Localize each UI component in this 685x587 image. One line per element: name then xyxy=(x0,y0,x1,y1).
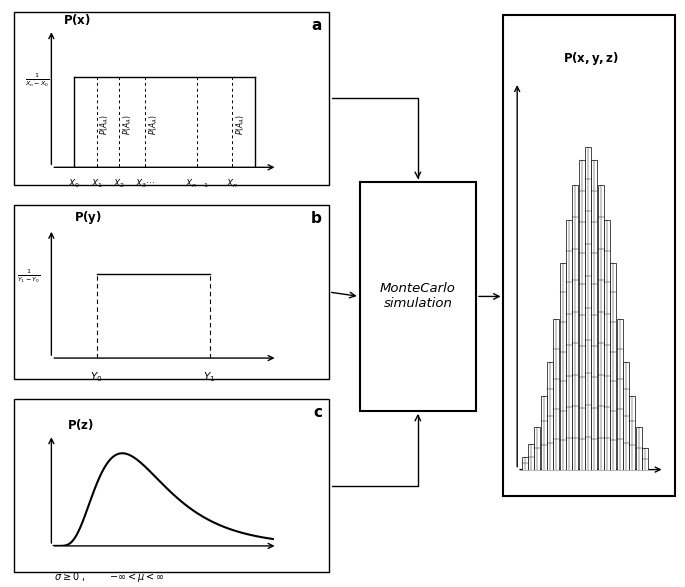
Text: $X_2$: $X_2$ xyxy=(113,178,125,190)
Bar xyxy=(521,457,527,470)
Bar xyxy=(14,205,329,379)
Text: $P(A_{A})$: $P(A_{A})$ xyxy=(121,113,134,134)
Text: $X_{n-1}$: $X_{n-1}$ xyxy=(185,178,209,190)
Text: $\mathbf{P(z)}$: $\mathbf{P(z)}$ xyxy=(67,417,95,432)
Text: $Y_0$: $Y_0$ xyxy=(90,370,103,384)
Text: $Y_1$: $Y_1$ xyxy=(203,370,216,384)
Text: $P(A_{A})$: $P(A_{A})$ xyxy=(234,113,247,134)
Bar xyxy=(547,362,553,470)
Bar xyxy=(14,399,329,572)
Text: MonteCarlo
simulation: MonteCarlo simulation xyxy=(380,282,456,311)
Text: $\frac{1}{X_n - X_0}$: $\frac{1}{X_n - X_0}$ xyxy=(25,72,49,89)
Bar xyxy=(630,396,636,470)
Bar xyxy=(360,182,476,411)
Text: $\mathbf{P(x,y,z)}$: $\mathbf{P(x,y,z)}$ xyxy=(563,50,619,67)
Bar xyxy=(540,396,547,470)
Bar xyxy=(616,319,623,470)
Bar xyxy=(597,185,603,470)
Text: a: a xyxy=(312,18,322,33)
Bar xyxy=(553,319,560,470)
Text: b: b xyxy=(311,211,322,227)
Text: $X_n$: $X_n$ xyxy=(226,178,238,190)
Bar xyxy=(503,15,675,496)
Bar xyxy=(623,362,629,470)
Text: $P(A_{A})$: $P(A_{A})$ xyxy=(99,113,112,134)
Text: c: c xyxy=(313,405,322,420)
Text: $X_0$: $X_0$ xyxy=(68,178,80,190)
Bar xyxy=(560,263,566,470)
Bar xyxy=(636,427,642,470)
Bar xyxy=(591,160,597,470)
Bar xyxy=(14,12,329,185)
Bar xyxy=(579,160,585,470)
Bar xyxy=(566,220,572,470)
Text: $\frac{1}{Y_1 - Y_0}$: $\frac{1}{Y_1 - Y_0}$ xyxy=(17,268,40,285)
Bar xyxy=(528,444,534,470)
Bar xyxy=(604,220,610,470)
Text: $X_3$···: $X_3$··· xyxy=(135,178,155,190)
Text: $X_1$: $X_1$ xyxy=(90,178,103,190)
Bar xyxy=(534,427,540,470)
Bar xyxy=(642,448,648,470)
Bar xyxy=(585,147,591,470)
Text: $\mathbf{P(x)}$: $\mathbf{P(x)}$ xyxy=(63,12,91,26)
Text: $\mathbf{P(y)}$: $\mathbf{P(y)}$ xyxy=(73,210,101,227)
Bar xyxy=(610,263,616,470)
Text: $\sigma \geq 0$ ,        $-\infty < \mu < \infty$: $\sigma \geq 0$ , $-\infty < \mu < \inft… xyxy=(53,570,164,584)
Bar xyxy=(572,185,578,470)
Text: $P(A_{A})$: $P(A_{A})$ xyxy=(147,113,160,134)
